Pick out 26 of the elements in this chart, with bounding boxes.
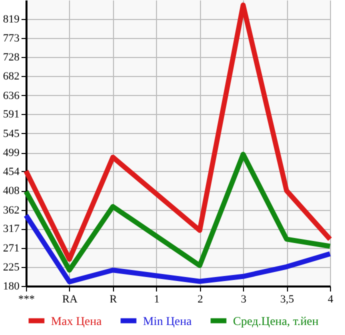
y-tick-label: 225 xyxy=(3,262,20,274)
y-tick-label: 408 xyxy=(3,185,20,198)
y-tick-label: 773 xyxy=(3,32,20,45)
legend-label: Min Цена xyxy=(143,314,192,328)
x-tick-label: 2 xyxy=(197,294,203,306)
y-tick-label: 180 xyxy=(3,280,20,292)
legend-label: Сред.Цена, т.йен xyxy=(233,314,320,328)
y-tick-label: 271 xyxy=(3,242,20,254)
x-tick-label: R xyxy=(110,294,118,306)
x-tick-label: RA xyxy=(62,294,78,306)
y-tick-label: 682 xyxy=(3,70,20,83)
legend-label: Max Цена xyxy=(51,314,102,328)
y-tick-label: 819 xyxy=(3,13,20,26)
y-tick-label: 499 xyxy=(3,147,20,160)
y-tick-label: 636 xyxy=(3,90,20,102)
x-tick-label: 3 xyxy=(240,294,247,306)
x-tick-label: 4 xyxy=(328,294,334,306)
y-tick-label: 454 xyxy=(3,166,20,178)
y-tick-label: 545 xyxy=(3,128,20,140)
y-tick-label: 591 xyxy=(3,108,20,121)
y-tick-label: 728 xyxy=(3,51,20,64)
x-tick-label: 3,5 xyxy=(280,294,294,306)
y-tick-label: 362 xyxy=(3,204,20,216)
x-tick-label: 1 xyxy=(154,294,160,306)
y-tick-label: 317 xyxy=(3,223,20,236)
x-tick-label: *** xyxy=(18,294,35,306)
